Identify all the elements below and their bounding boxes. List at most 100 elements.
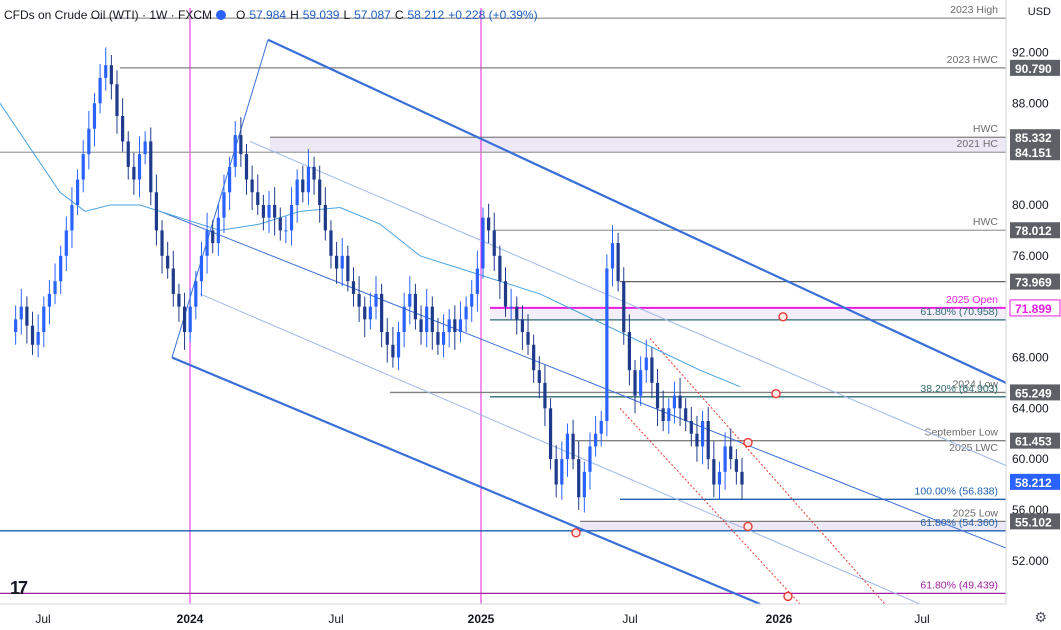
candle-body <box>734 459 738 472</box>
candle-body <box>115 84 119 117</box>
close-label: C <box>394 8 404 22</box>
candle-body <box>14 319 18 333</box>
symbol-title[interactable]: CFDs on Crude Oil (WTI) · 1W · FXCM <box>0 8 227 22</box>
level-label-1: 2023 HWC <box>947 54 999 66</box>
target-marker-1 <box>771 388 781 399</box>
candle-body <box>402 306 406 333</box>
candle-body <box>81 154 85 180</box>
candle-body <box>306 166 311 193</box>
candle-body <box>729 446 733 460</box>
candle-body <box>92 103 97 129</box>
price-tag-label-3: 84.151 <box>1015 146 1052 160</box>
candle-body <box>216 217 220 244</box>
candle-body <box>706 421 710 460</box>
high-value: 59.039 <box>302 8 340 22</box>
candle-body <box>188 306 192 333</box>
candle-body <box>695 433 699 447</box>
x-tick-label-6: Jul <box>914 612 929 626</box>
candle-body <box>199 255 204 282</box>
gear-icon[interactable]: ⚙ <box>1034 609 1047 625</box>
x-tick-label-0: Jul <box>35 612 50 626</box>
candle-body <box>98 77 102 104</box>
y-tick-label-3: 80.000 <box>1012 198 1049 212</box>
hwc-zone <box>270 137 1006 153</box>
candle-body <box>616 243 620 282</box>
candle-body <box>425 306 429 333</box>
candle-body <box>447 319 451 333</box>
price-tag-label-5: 73.969 <box>1015 276 1052 290</box>
candle-body <box>312 166 316 180</box>
candle-body <box>464 306 468 320</box>
candle-body <box>267 204 271 218</box>
candle-body <box>25 306 29 326</box>
candle-body <box>537 370 541 383</box>
level-label-2: HWC <box>973 123 998 135</box>
candle-body <box>239 135 243 155</box>
candle-body <box>605 268 609 422</box>
candle-body <box>154 192 158 231</box>
candle-body <box>137 154 142 180</box>
level-label-0: 2023 High <box>950 4 998 16</box>
candle-body <box>233 135 237 167</box>
low-value: 57.087 <box>354 8 391 22</box>
candle-body <box>391 344 395 358</box>
level-label-8: 2024 Low <box>952 378 998 390</box>
candle-body <box>667 408 671 422</box>
candle-body <box>565 433 570 460</box>
symbol-label: CFDs on Crude Oil (WTI) · 1W · FXCM <box>4 8 213 22</box>
candle-body <box>295 179 299 205</box>
candle-body <box>554 459 558 485</box>
price-tag-label-12: 55.102 <box>1015 515 1052 529</box>
candle-body <box>380 293 384 333</box>
candle-body <box>64 230 68 256</box>
candle-body <box>273 204 277 218</box>
candle-body <box>475 268 479 294</box>
candle-body <box>408 293 412 307</box>
level-label-9: 38.20% (64.903) <box>920 383 998 395</box>
price-tag-box-3 <box>1010 144 1060 161</box>
level-label-10: September Low <box>924 427 998 439</box>
candle-body <box>289 204 294 231</box>
candle-body <box>222 192 226 218</box>
candle-body <box>385 332 389 345</box>
high-label: H <box>290 8 299 22</box>
price-tag-box-4 <box>1010 222 1060 239</box>
open-value: 57.984 <box>249 8 287 22</box>
open-label: O <box>236 8 246 22</box>
candle-body <box>599 421 603 434</box>
price-tag-box-10 <box>1010 432 1060 449</box>
price-tag-label-10: 61.453 <box>1015 435 1052 449</box>
candle-body <box>278 217 282 231</box>
price-tag-label-1: 90.790 <box>1015 62 1052 76</box>
price-tag-box-6 <box>1009 299 1061 317</box>
low-zone <box>580 521 1006 531</box>
candle-body <box>166 255 170 269</box>
candle-body <box>182 306 187 333</box>
candle-body <box>143 141 147 155</box>
candle-body <box>132 166 136 180</box>
candle-body <box>419 319 423 333</box>
candle-body <box>644 357 648 371</box>
candle-body <box>532 344 536 371</box>
candle-body <box>19 306 23 320</box>
price-tag-label-4: 78.012 <box>1015 224 1052 238</box>
currency-label[interactable]: USD <box>1027 6 1051 18</box>
candle-body <box>684 408 688 422</box>
candle-body <box>59 255 63 282</box>
candle-body <box>30 325 35 345</box>
y-tick-label-4: 76.000 <box>1012 249 1049 263</box>
y-tick-label-10: 52.000 <box>1012 554 1049 568</box>
level-label-4: HWC <box>973 216 998 228</box>
candle-body <box>717 471 722 485</box>
x-tick-label-3: 2025 <box>468 612 495 626</box>
x-tick-label-4: Jul <box>622 612 637 626</box>
candle-body <box>498 255 502 282</box>
candle-body <box>171 268 175 294</box>
candle-body <box>205 230 209 256</box>
candle-body <box>655 382 660 409</box>
candle-body <box>261 204 265 218</box>
tradingview-logo-icon[interactable]: 17 <box>10 578 28 598</box>
y-tick-label-8: 60.000 <box>1012 452 1049 466</box>
price-tag-box-1 <box>1010 59 1060 76</box>
